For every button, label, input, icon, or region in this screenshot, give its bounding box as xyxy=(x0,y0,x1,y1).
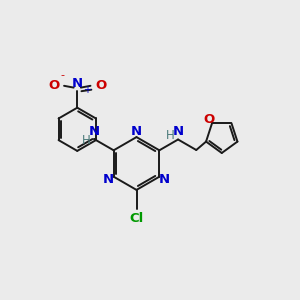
Text: N: N xyxy=(88,124,100,137)
Text: O: O xyxy=(95,79,106,92)
Text: N: N xyxy=(159,173,170,186)
Text: N: N xyxy=(72,77,83,90)
Text: +: + xyxy=(83,85,91,94)
Text: -: - xyxy=(60,70,64,80)
Text: Cl: Cl xyxy=(129,212,144,225)
Text: O: O xyxy=(48,79,59,92)
Text: H: H xyxy=(81,134,90,147)
Text: H: H xyxy=(166,129,174,142)
Text: N: N xyxy=(131,125,142,138)
Text: N: N xyxy=(172,125,184,138)
Text: O: O xyxy=(204,113,215,126)
Text: N: N xyxy=(103,173,114,186)
